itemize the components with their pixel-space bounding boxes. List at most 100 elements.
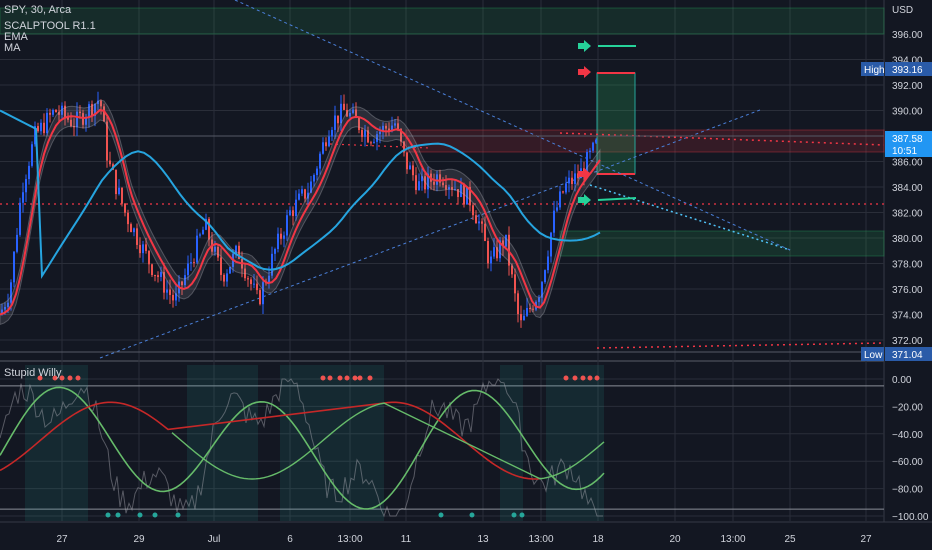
time-tick-label: 13:00 <box>337 534 362 545</box>
time-tick-label: 13 <box>477 534 489 545</box>
candle-body <box>238 245 240 259</box>
time-tick-label: 27 <box>860 534 872 545</box>
candle-body <box>79 111 81 114</box>
candle-body <box>358 118 360 130</box>
price-tick-label: 384.00 <box>892 183 923 194</box>
candle-body <box>376 134 378 142</box>
candle-body <box>73 126 75 128</box>
candle-body <box>304 189 306 199</box>
candle-body <box>1 309 3 315</box>
arrow-red-target <box>578 66 591 78</box>
candle-body <box>154 275 156 277</box>
candle-body <box>400 129 402 142</box>
candle-body <box>337 115 339 124</box>
candle-body <box>46 112 48 134</box>
price-tick-label: 382.00 <box>892 209 923 220</box>
candle-body <box>235 245 237 254</box>
osc-signal-dot-red <box>357 375 363 381</box>
candle-body <box>472 205 474 216</box>
candle-body <box>322 142 324 154</box>
candle-body <box>586 151 588 176</box>
candle-body <box>463 184 465 205</box>
candle-body <box>76 111 78 128</box>
red-dotted-level <box>596 342 885 349</box>
arrow-red-entry <box>578 168 591 180</box>
candle-body <box>382 125 384 132</box>
candle-body <box>478 221 480 224</box>
candle-body <box>310 181 312 193</box>
symbol-legend[interactable]: SPY, 30, Arca <box>4 4 72 16</box>
ema-band <box>0 99 601 326</box>
candle-body <box>34 126 36 145</box>
high-value-tag <box>885 62 932 76</box>
osc-signal-dot-red <box>67 375 73 381</box>
candle-body <box>340 103 342 124</box>
oscillator-title[interactable]: Stupid Willy <box>4 367 62 379</box>
osc-tick-label: −40.00 <box>892 430 923 441</box>
indicator-legend-ema[interactable]: EMA <box>4 31 28 43</box>
candle-body <box>169 289 171 295</box>
candle-body <box>442 182 444 186</box>
candle-body <box>4 306 6 310</box>
indicator-legend-ma[interactable]: MA <box>4 42 21 54</box>
candle-body <box>220 257 222 275</box>
time-tick-label: 13:00 <box>528 534 553 545</box>
candle-body <box>406 152 408 170</box>
price-tick-label: 392.00 <box>892 81 923 92</box>
candle-body <box>109 160 111 165</box>
osc-signal-dot-green <box>115 512 121 518</box>
candle-body <box>373 141 375 143</box>
osc-signal-dot-green <box>105 512 111 518</box>
candle-body <box>370 142 372 144</box>
candle-body <box>67 116 69 120</box>
candle-body <box>289 210 291 216</box>
candle-body <box>115 169 117 195</box>
candle-body <box>250 279 252 285</box>
candle-body <box>415 175 417 191</box>
indicator-legend-scalptool[interactable]: SCALPTOOL R1.1 <box>4 20 96 32</box>
candle-body <box>412 165 414 176</box>
candle-body <box>139 244 141 254</box>
candle-body <box>475 215 477 224</box>
candle-body <box>100 100 102 107</box>
candle-body <box>106 121 108 161</box>
candle-body <box>460 184 462 198</box>
candle-body <box>367 130 369 143</box>
low-value-text: 371.04 <box>892 350 923 361</box>
candle-body <box>388 128 390 132</box>
candle-body <box>361 129 363 137</box>
candle-body <box>520 314 522 321</box>
time-tick-label: 18 <box>592 534 604 545</box>
supply-zone-top <box>0 7 885 35</box>
candle-body <box>61 105 63 115</box>
osc-signal-dot-red <box>37 375 43 381</box>
candle-body <box>562 191 564 193</box>
low-label-text: Low <box>864 350 883 361</box>
candle-body <box>148 250 150 265</box>
candle-body <box>364 130 366 137</box>
osc-signal-dot-red <box>572 375 578 381</box>
candle-body <box>268 275 270 283</box>
candle-body <box>172 294 174 301</box>
candle-body <box>223 274 225 282</box>
candle-body <box>295 199 297 216</box>
candle-body <box>196 235 198 263</box>
candle-body <box>49 112 51 115</box>
osc-slow-line-red <box>0 401 541 480</box>
time-tick-label: Jul <box>208 534 221 545</box>
osc-signal-dot-red <box>367 375 373 381</box>
osc-signal-dot-red <box>587 375 593 381</box>
candle-body <box>217 246 219 258</box>
candle-body <box>31 144 33 166</box>
time-tick-label: 6 <box>287 534 293 545</box>
candle-body <box>262 282 264 305</box>
candle-body <box>331 129 333 137</box>
osc-tick-label: 0.00 <box>892 375 912 386</box>
candle-body <box>274 249 276 254</box>
candle-body <box>427 173 429 190</box>
osc-signal-dot-green <box>152 512 158 518</box>
candle-body <box>517 293 519 315</box>
candle-body <box>88 104 90 118</box>
candle-body <box>313 175 315 182</box>
